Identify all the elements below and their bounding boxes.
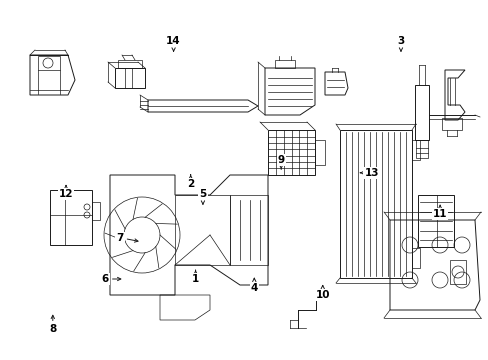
Text: 12: 12 <box>59 185 73 199</box>
Text: 14: 14 <box>166 36 181 51</box>
Text: 8: 8 <box>49 315 56 334</box>
Text: 2: 2 <box>187 175 194 189</box>
Text: 10: 10 <box>315 285 329 300</box>
Text: 6: 6 <box>102 274 121 284</box>
Text: 7: 7 <box>116 233 138 243</box>
Text: 1: 1 <box>192 270 199 284</box>
Text: 13: 13 <box>360 168 378 178</box>
Text: 5: 5 <box>199 189 206 204</box>
Text: 3: 3 <box>397 36 404 51</box>
Text: 4: 4 <box>250 278 258 293</box>
Text: 11: 11 <box>432 205 447 219</box>
Text: 9: 9 <box>277 155 284 169</box>
